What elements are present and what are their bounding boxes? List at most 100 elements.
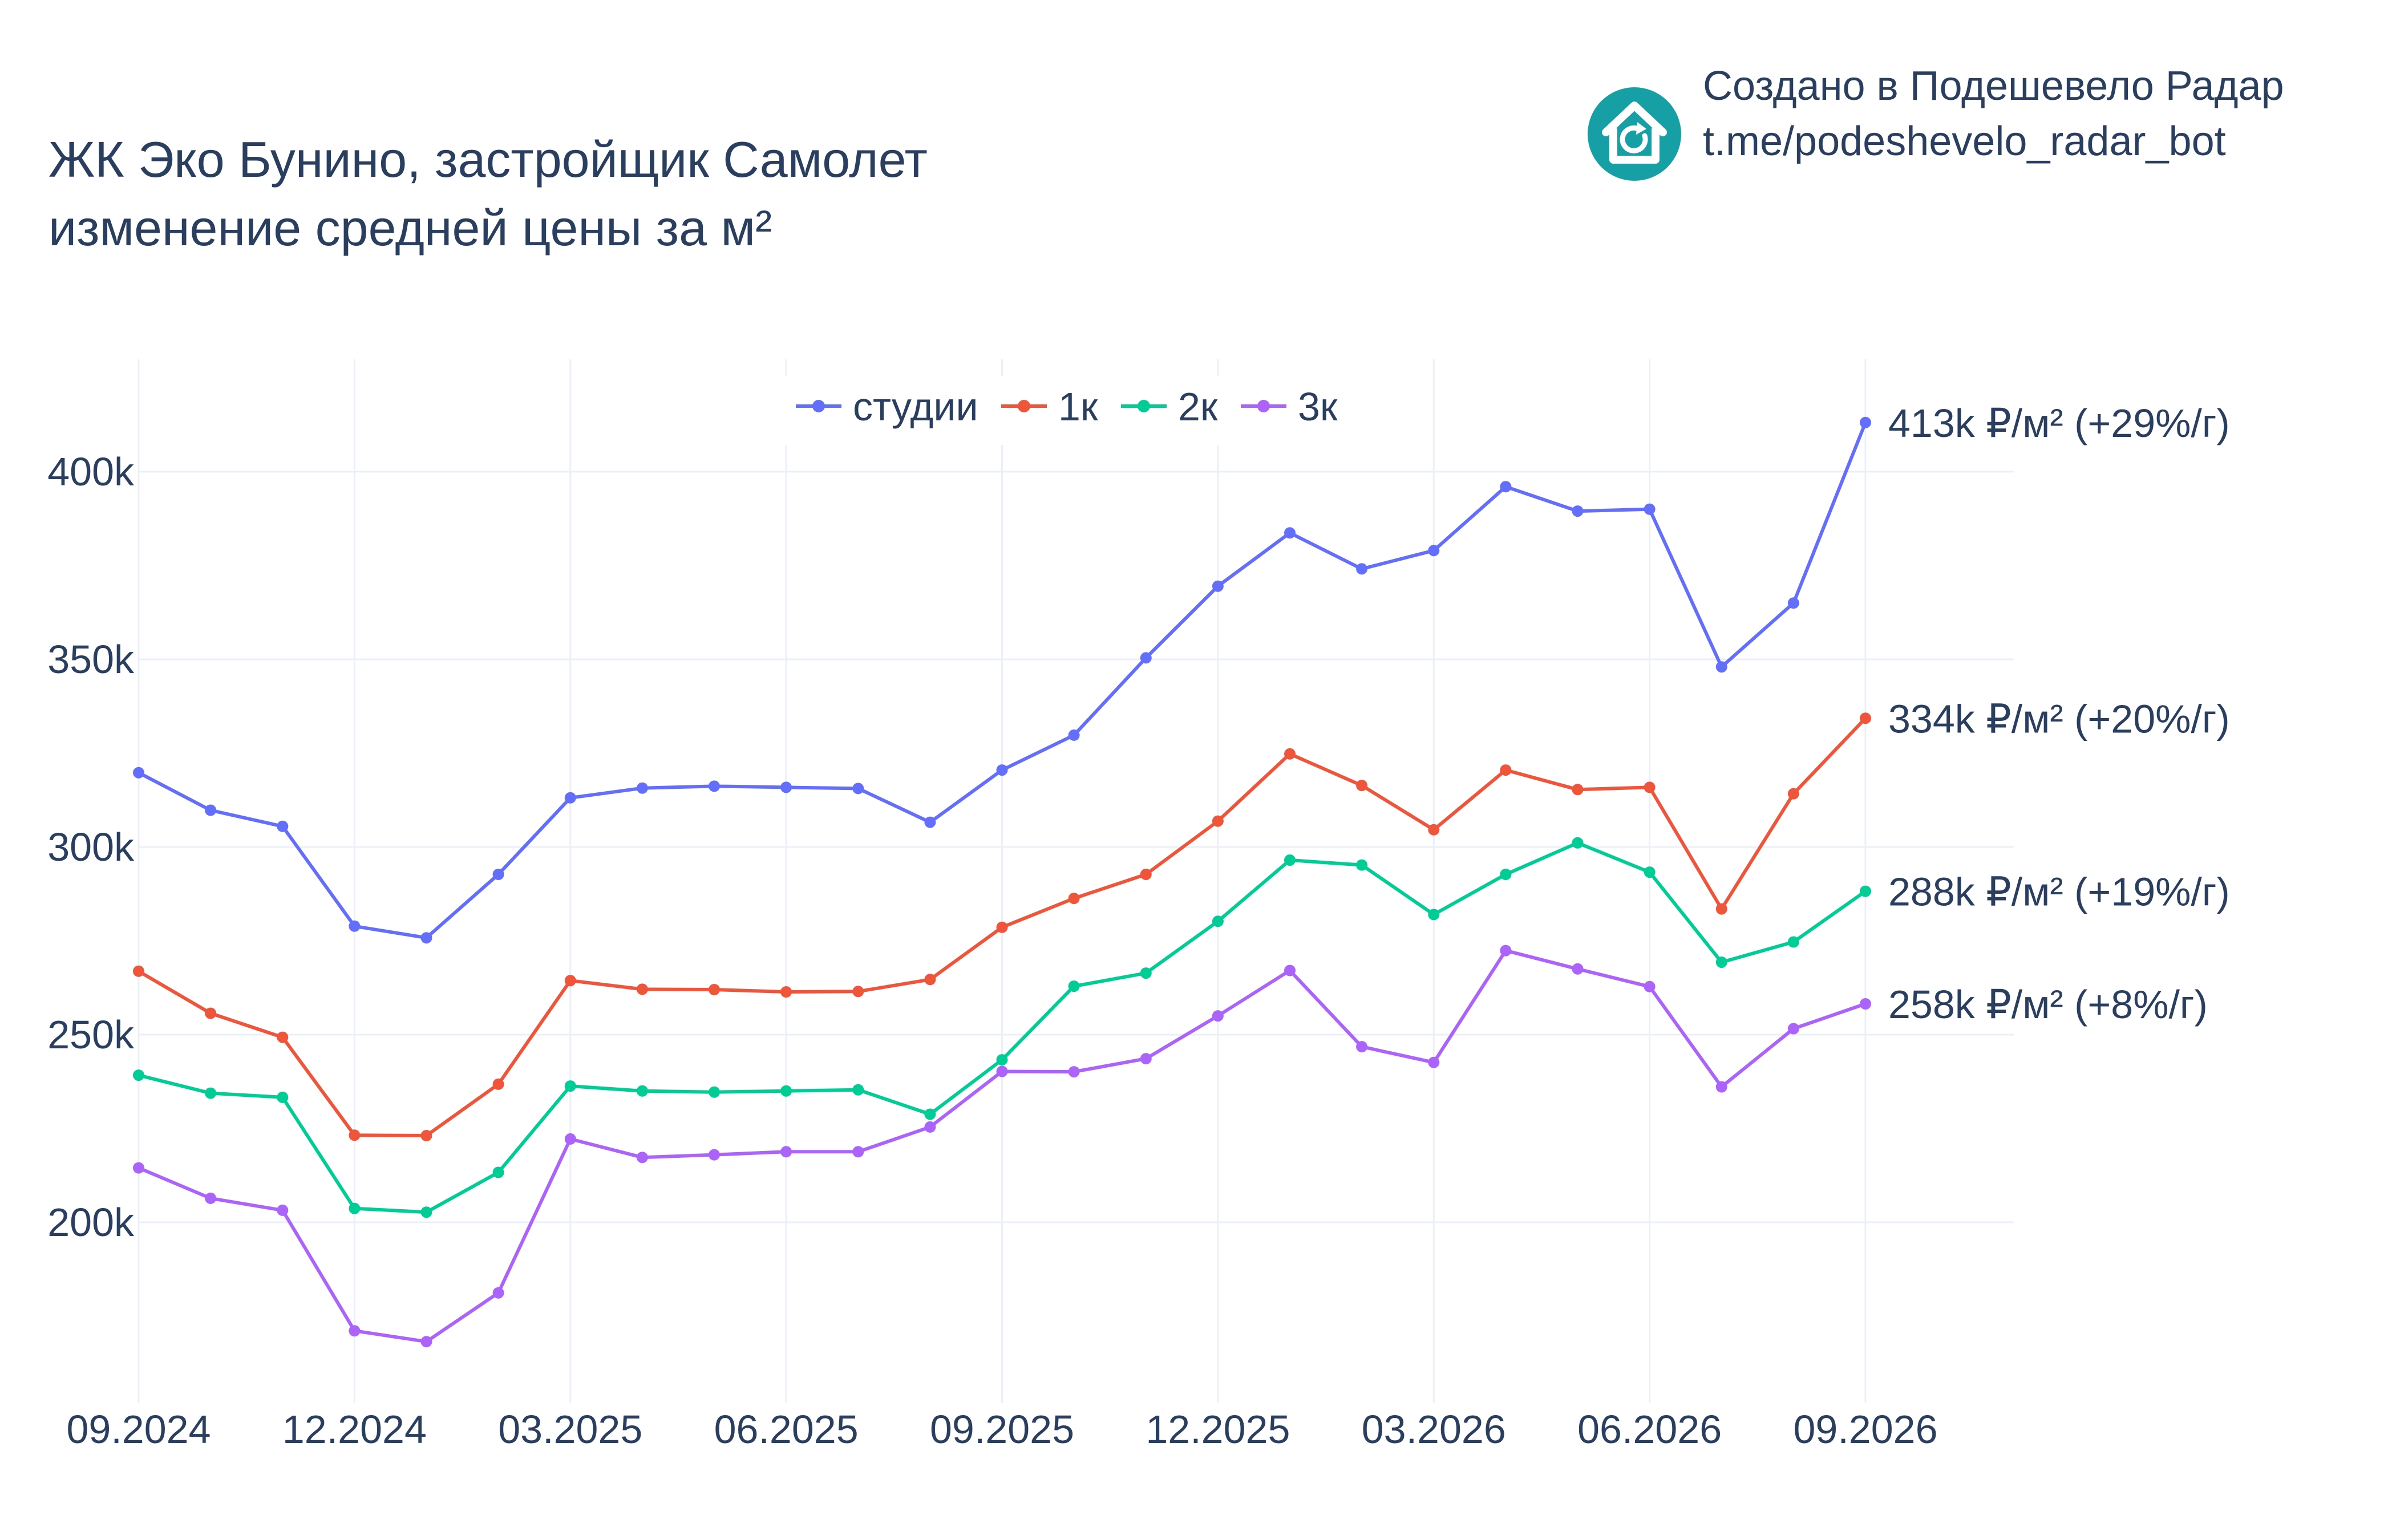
data-point[interactable] [133,1069,144,1081]
data-point[interactable] [852,986,864,998]
data-point[interactable] [492,869,504,880]
data-point[interactable] [1500,869,1512,880]
data-point[interactable] [1644,980,1656,992]
data-point[interactable] [636,782,648,794]
data-point[interactable] [349,1129,361,1141]
data-point[interactable] [1284,964,1296,976]
data-point[interactable] [492,1078,504,1090]
data-point[interactable] [349,1202,361,1214]
legend-item-1k[interactable]: 1к [1001,384,1098,429]
data-point[interactable] [852,1084,864,1096]
data-point[interactable] [636,1152,648,1164]
data-point[interactable] [924,1108,936,1120]
data-point[interactable] [492,1287,504,1299]
data-point[interactable] [996,1054,1008,1066]
data-point[interactable] [277,820,289,832]
data-point[interactable] [1212,815,1224,827]
data-point[interactable] [1715,1081,1727,1093]
data-point[interactable] [420,932,432,944]
data-point[interactable] [1572,963,1584,975]
data-point[interactable] [1140,869,1152,880]
data-point[interactable] [420,1336,432,1348]
data-point[interactable] [1356,1041,1368,1053]
data-point[interactable] [924,1121,936,1133]
data-point[interactable] [133,965,144,977]
data-point[interactable] [205,1192,217,1204]
data-point[interactable] [1140,967,1152,979]
data-point[interactable] [205,804,217,816]
data-point[interactable] [1068,729,1080,741]
data-point[interactable] [1068,1066,1080,1078]
data-point[interactable] [1212,580,1224,592]
data-point[interactable] [1356,563,1368,575]
legend-item-3k[interactable]: 3к [1241,384,1338,429]
data-point[interactable] [349,920,361,932]
data-point[interactable] [1572,837,1584,849]
data-point[interactable] [1212,1010,1224,1022]
data-point[interactable] [709,780,720,792]
data-point[interactable] [1572,505,1584,517]
data-point[interactable] [996,764,1008,776]
data-point[interactable] [1644,866,1656,878]
data-point[interactable] [1500,481,1512,493]
data-point[interactable] [1428,824,1440,836]
data-point[interactable] [1356,859,1368,871]
data-point[interactable] [564,1133,576,1145]
data-point[interactable] [1428,909,1440,921]
data-point[interactable] [1500,764,1512,776]
data-point[interactable] [1428,545,1440,557]
data-point[interactable] [205,1007,217,1019]
data-point[interactable] [205,1087,217,1099]
data-point[interactable] [420,1206,432,1218]
data-point[interactable] [1860,885,1871,897]
data-point[interactable] [924,816,936,828]
data-point[interactable] [1644,781,1656,793]
data-point[interactable] [924,974,936,986]
data-point[interactable] [1860,416,1871,428]
data-point[interactable] [780,1146,792,1158]
data-point[interactable] [1068,893,1080,905]
data-point[interactable] [1356,780,1368,792]
data-point[interactable] [1212,915,1224,927]
data-point[interactable] [277,1031,289,1043]
data-point[interactable] [1787,597,1799,609]
data-point[interactable] [1715,903,1727,915]
data-point[interactable] [420,1130,432,1141]
data-point[interactable] [1284,854,1296,866]
data-point[interactable] [133,767,144,779]
data-point[interactable] [709,1149,720,1161]
data-point[interactable] [996,921,1008,933]
data-point[interactable] [1572,784,1584,796]
data-point[interactable] [1500,945,1512,957]
data-point[interactable] [780,986,792,998]
data-point[interactable] [1284,527,1296,539]
data-point[interactable] [1140,652,1152,664]
data-point[interactable] [1787,936,1799,948]
data-point[interactable] [709,1086,720,1098]
data-point[interactable] [636,1085,648,1097]
data-point[interactable] [564,792,576,804]
data-point[interactable] [780,781,792,793]
data-point[interactable] [1284,748,1296,760]
data-point[interactable] [636,983,648,995]
legend-item-studios[interactable]: студии [796,384,978,429]
legend-item-2k[interactable]: 2к [1121,384,1218,429]
data-point[interactable] [277,1204,289,1216]
data-point[interactable] [1860,712,1871,724]
data-point[interactable] [1715,957,1727,968]
data-point[interactable] [349,1325,361,1337]
data-point[interactable] [1140,1053,1152,1065]
data-point[interactable] [564,1080,576,1092]
data-point[interactable] [1860,998,1871,1010]
data-point[interactable] [1715,661,1727,673]
data-point[interactable] [492,1166,504,1178]
data-point[interactable] [852,783,864,795]
data-point[interactable] [133,1162,144,1174]
data-point[interactable] [780,1085,792,1097]
data-point[interactable] [1644,503,1656,515]
data-point[interactable] [709,984,720,995]
data-point[interactable] [564,975,576,987]
data-point[interactable] [1787,788,1799,800]
data-point[interactable] [1787,1023,1799,1035]
data-point[interactable] [996,1065,1008,1077]
